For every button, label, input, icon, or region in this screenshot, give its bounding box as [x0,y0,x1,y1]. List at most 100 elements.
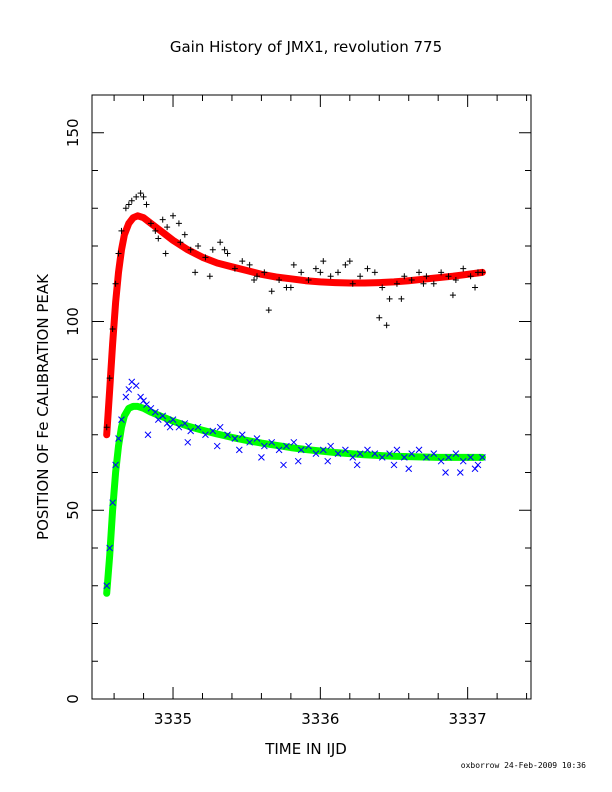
x-marker [118,416,125,424]
x-marker [202,431,209,439]
plus-marker [335,269,342,276]
x-marker [159,412,167,420]
fit-curves [103,212,486,597]
x-marker [283,442,290,450]
plus-marker [449,292,456,299]
x-marker [364,446,371,454]
plus-marker [115,250,122,257]
plus-marker [187,246,194,253]
plus-marker [276,276,283,283]
plus-marker [206,273,213,280]
x-tick-label: 3337 [449,710,487,728]
x-marker [216,423,224,431]
data-points [103,190,486,590]
x-marker [213,442,221,450]
plus-marker [398,295,405,302]
plus-marker [364,265,371,272]
x-marker [224,431,231,439]
x-tick-label: 3336 [301,710,339,728]
plus-marker [416,269,423,276]
x-marker [169,416,177,424]
plus-marker [164,224,171,231]
plus-marker [312,265,319,272]
plus-marker [221,246,228,253]
plus-marker [349,280,356,287]
plus-marker [125,201,132,208]
x-marker [258,454,265,461]
plus-marker [423,273,430,280]
plus-marker [209,246,216,253]
plus-marker [143,201,150,208]
x-marker [342,446,349,454]
x-marker [408,450,416,457]
x-marker [371,450,379,457]
plus-marker [290,261,297,268]
x-marker [423,454,430,461]
x-marker [353,461,361,469]
y-tick-label: 100 [64,307,82,336]
plus-marker [342,261,349,268]
plus-marker [231,265,238,272]
x-marker [467,454,474,461]
plus-marker [162,250,169,257]
plus-marker [327,273,334,280]
plus-marker [177,239,184,246]
x-marker [459,457,467,465]
x-marker [209,427,217,435]
fit-curve-1 [103,402,486,597]
x-marker [132,382,140,390]
plus-marker [467,273,474,280]
x-marker [479,454,486,461]
plus-marker [317,269,324,276]
x-marker [405,465,413,473]
x-marker [393,446,401,454]
plus-marker [103,424,110,431]
plus-marker [401,273,408,280]
x-marker [231,435,239,442]
plus-marker [239,258,246,265]
x-marker [386,450,393,457]
x-marker [125,386,133,393]
plus-marker [298,269,305,276]
plus-marker [430,280,437,287]
x-marker [151,408,159,416]
plus-marker [133,193,140,200]
plus-marker [251,276,258,283]
x-marker [280,461,287,469]
plus-marker [192,269,199,276]
x-marker [305,442,312,450]
plus-marker [195,243,202,249]
x-marker [122,393,130,401]
x-marker [400,454,408,461]
plus-marker [175,220,182,227]
plus-marker [386,295,393,302]
plus-marker [420,280,427,287]
x-marker [442,469,449,476]
x-marker [290,438,298,446]
plus-marker [224,250,231,257]
y-tick-label: 0 [64,694,82,704]
plus-marker [170,212,177,219]
x-marker [456,469,464,476]
x-marker [235,446,243,454]
x-marker [187,427,195,435]
plus-marker [383,322,390,329]
x-marker [324,457,332,465]
plus-marker [438,269,445,276]
x-marker [115,435,122,442]
x-marker [144,431,152,439]
x-marker [349,454,357,461]
x-marker [474,461,482,469]
plus-marker [261,269,268,276]
plus-marker [253,273,260,280]
x-marker [297,446,305,454]
axis-ticks: 0 50 100 150 3335 3336 3337 [64,94,531,728]
plus-marker [376,314,383,321]
x-tick-label: 3335 [154,710,192,728]
plus-marker [346,258,353,265]
x-marker [261,442,268,450]
plus-marker [106,375,113,382]
plus-marker [305,276,312,283]
x-marker [112,461,119,469]
x-marker [390,461,398,469]
